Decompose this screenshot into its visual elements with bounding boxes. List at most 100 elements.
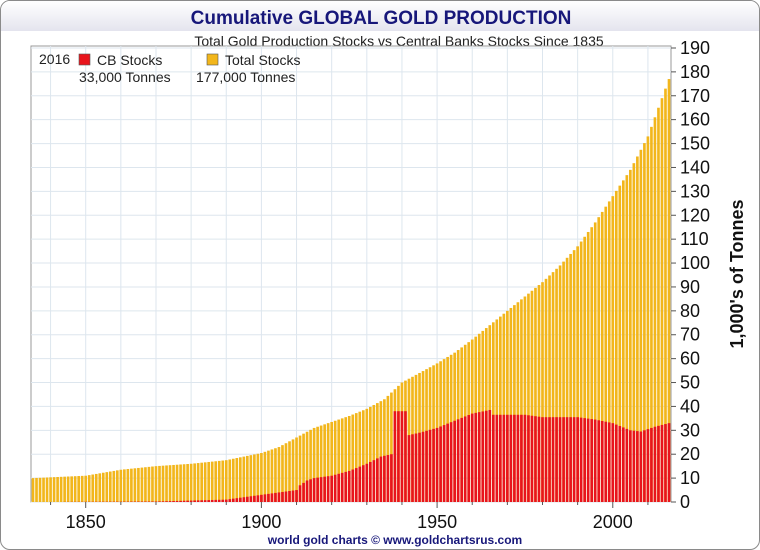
bar-cb-stocks: [217, 499, 221, 502]
bar-cb-stocks: [421, 431, 425, 502]
bar-total-stocks: [544, 278, 548, 502]
bar-total-stocks: [604, 206, 608, 502]
bar-total-stocks: [600, 211, 604, 502]
bar-total-stocks: [179, 464, 182, 502]
bar-cb-stocks: [221, 499, 225, 502]
bar-total-stocks: [200, 462, 203, 502]
bar-cb-stocks: [435, 427, 439, 502]
bar-total-stocks: [217, 460, 221, 502]
x-tick-label: 1950: [417, 512, 457, 532]
bar-total-stocks: [242, 456, 246, 502]
bar-total-stocks: [56, 476, 59, 502]
bar-cb-stocks: [600, 420, 604, 502]
bar-total-stocks: [87, 475, 91, 502]
bar-total-stocks: [45, 477, 49, 502]
bar-total-stocks: [555, 268, 558, 502]
bar-cb-stocks: [351, 469, 355, 502]
bar-cb-stocks: [407, 435, 411, 502]
bar-total-stocks: [611, 196, 615, 502]
bar-total-stocks: [323, 424, 326, 502]
bar-cb-stocks: [193, 500, 196, 502]
bar-cb-stocks: [467, 415, 471, 502]
bar-total-stocks: [186, 464, 189, 502]
bar-total-stocks: [263, 451, 267, 502]
bar-cb-stocks: [667, 423, 671, 502]
y-tick-label: 130: [680, 181, 710, 201]
bar-cb-stocks: [196, 500, 200, 502]
bar-total-stocks: [182, 464, 186, 502]
bar-total-stocks: [548, 275, 551, 502]
bar-total-stocks: [368, 406, 372, 502]
bar-cb-stocks: [397, 411, 400, 502]
bar-total-stocks: [541, 282, 544, 502]
y-tick-label: 160: [680, 110, 710, 130]
cb-stocks-bars: [63, 410, 671, 502]
bar-total-stocks: [137, 467, 140, 502]
bar-total-stocks: [196, 463, 200, 502]
bar-total-stocks: [253, 454, 256, 502]
bar-total-stocks: [632, 163, 636, 502]
bar-cb-stocks: [516, 414, 520, 502]
bar-total-stocks: [70, 476, 73, 502]
bar-total-stocks: [319, 425, 323, 502]
bar-cb-stocks: [607, 422, 611, 502]
bar-total-stocks: [506, 310, 509, 502]
bar-total-stocks: [650, 126, 653, 502]
bar-cb-stocks: [425, 430, 428, 502]
bar-cb-stocks: [653, 426, 657, 502]
bar-total-stocks: [281, 445, 284, 502]
bar-total-stocks: [207, 461, 211, 502]
bar-cb-stocks: [277, 492, 281, 502]
bar-total-stocks: [330, 421, 334, 502]
bar-total-stocks: [646, 136, 650, 502]
bar-cb-stocks: [168, 501, 172, 502]
bar-cb-stocks: [383, 455, 386, 502]
bar-cb-stocks: [228, 499, 232, 502]
bar-cb-stocks: [474, 412, 478, 502]
bar-total-stocks: [386, 395, 390, 502]
legend-value-cb-stocks: 33,000 Tonnes: [79, 69, 171, 85]
bar-cb-stocks: [238, 497, 242, 502]
bar-total-stocks: [133, 468, 137, 502]
bar-total-stocks: [639, 149, 643, 503]
y-axis-label: 1,000's of Tonnes: [727, 200, 747, 349]
bar-total-stocks: [189, 463, 193, 502]
bar-cb-stocks: [453, 420, 456, 502]
y-tick-label: 10: [680, 468, 700, 488]
bar-cb-stocks: [614, 424, 618, 502]
bar-total-stocks: [66, 476, 70, 502]
bar-cb-stocks: [463, 416, 467, 502]
x-tick-label: 2000: [593, 512, 633, 532]
bar-total-stocks: [52, 477, 56, 502]
bar-total-stocks: [614, 190, 618, 502]
bar-cb-stocks: [393, 411, 397, 502]
bar-total-stocks: [551, 272, 555, 502]
bar-total-stocks: [597, 217, 601, 502]
x-axis: 1850 1900 1950 2000: [50, 502, 649, 532]
bar-cb-stocks: [200, 500, 203, 502]
footer-credit: world gold charts © www.goldchartsrus.co…: [267, 533, 522, 547]
bar-cb-stocks: [509, 414, 513, 502]
y-tick-label: 70: [680, 325, 700, 345]
bar-total-stocks: [158, 465, 161, 502]
bar-total-stocks: [147, 466, 151, 502]
bar-cb-stocks: [513, 414, 516, 502]
bar-cb-stocks: [488, 410, 492, 502]
bar-cb-stocks: [235, 498, 239, 502]
bar-cb-stocks: [246, 496, 249, 502]
bar-cb-stocks: [636, 431, 639, 502]
bar-cb-stocks: [664, 424, 667, 502]
bar-total-stocks: [660, 98, 664, 502]
bar-total-stocks: [38, 477, 42, 502]
bar-cb-stocks: [274, 492, 277, 502]
bar-total-stocks: [337, 419, 341, 502]
bar-cb-stocks: [534, 416, 537, 502]
y-axis: 0 10 20 30 40 50 60 70 80 90 100 110 120 130 140 150 160…: [671, 38, 710, 512]
bar-cb-stocks: [414, 433, 418, 502]
bar-cb-stocks: [548, 417, 551, 502]
y-tick-label: 20: [680, 444, 700, 464]
bar-cb-stocks: [439, 426, 442, 502]
bar-total-stocks: [372, 404, 376, 502]
bar-cb-stocks: [428, 429, 432, 502]
bar-cb-stocks: [639, 431, 643, 502]
